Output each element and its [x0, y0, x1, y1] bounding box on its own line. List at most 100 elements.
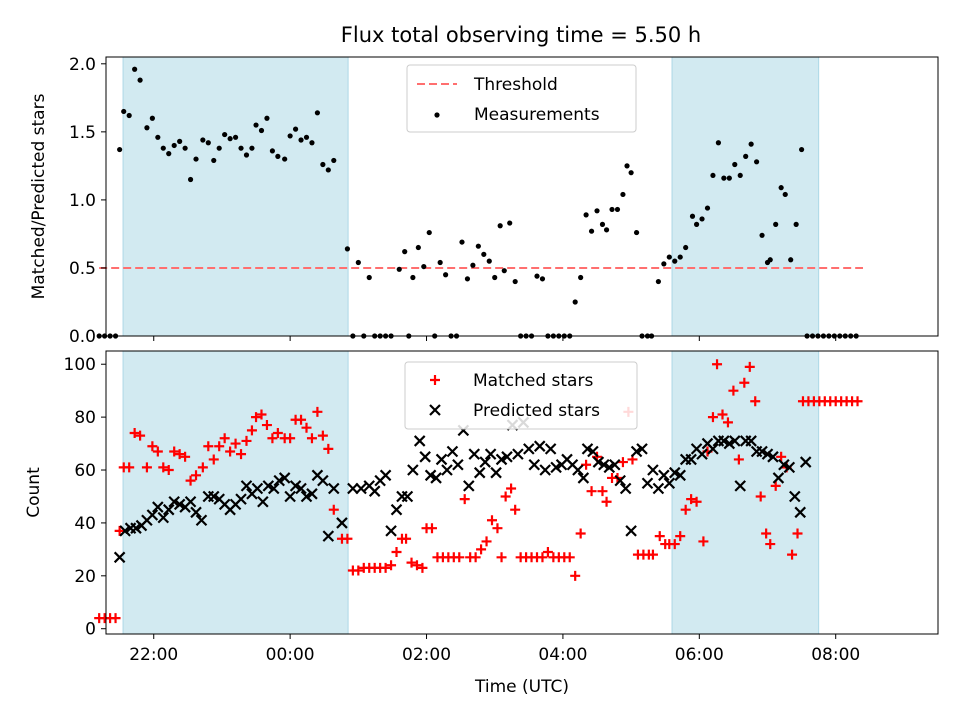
matched-point [776, 451, 787, 462]
y-tick-label: 20 [74, 567, 96, 587]
measurement-point [666, 254, 672, 260]
predicted-point [614, 474, 626, 487]
measurement-point [253, 122, 259, 128]
measurement-point [366, 274, 372, 281]
predicted-point [799, 456, 812, 468]
matched-point [272, 427, 283, 438]
measurement-point [292, 126, 299, 132]
measurement-point [578, 274, 584, 281]
matched-point [506, 483, 517, 494]
matched-point [417, 562, 428, 573]
predicted-point [468, 448, 481, 460]
measurement-point [144, 125, 150, 131]
measurement-point [155, 134, 161, 140]
measurement-point [459, 239, 465, 245]
predicted-point [663, 477, 676, 490]
matched-point [251, 412, 262, 423]
measurement-point [258, 127, 265, 134]
legend-label: Threshold [473, 75, 558, 95]
matched-point [481, 536, 492, 547]
measurement-point [269, 148, 275, 154]
measurement-point [415, 244, 421, 251]
matched-point [575, 528, 586, 539]
matched-point [141, 462, 152, 473]
matched-point [717, 409, 728, 420]
y-tick-label: 2.0 [69, 55, 96, 75]
measurement-point [628, 170, 634, 176]
matched-point [219, 433, 230, 444]
predicted-point [284, 490, 296, 503]
matched-point [401, 533, 412, 544]
matched-point [406, 557, 417, 568]
predicted-point [734, 480, 747, 492]
measurement-point [426, 229, 432, 236]
predicted-point [152, 501, 164, 513]
predicted-point [295, 482, 307, 495]
matched-point [707, 412, 718, 423]
measurement-point [583, 212, 589, 218]
predicted-point [113, 551, 126, 564]
matched-point [581, 459, 592, 470]
measurement-point [767, 257, 773, 263]
matched-point [208, 454, 219, 465]
measurement-point [715, 140, 722, 146]
predicted-point [452, 458, 464, 471]
matched-point [386, 560, 397, 571]
measurement-point [222, 131, 228, 138]
predicted-point [608, 458, 621, 471]
predicted-point [184, 495, 197, 508]
measurement-point [603, 227, 610, 233]
x-tick-label: 22:00 [129, 645, 178, 665]
matched-point [129, 427, 140, 438]
matched-point [225, 446, 236, 457]
matched-point [174, 449, 185, 460]
predicted-point [257, 495, 269, 508]
matched-point [770, 480, 781, 491]
matched-point [197, 462, 208, 473]
matched-point [761, 528, 772, 539]
measurement-point [402, 249, 408, 255]
measurement-point [759, 232, 765, 238]
matched-point [765, 539, 776, 550]
legend-label: Predicted stars [473, 401, 600, 421]
measurement-point [344, 246, 351, 252]
measurement-point [470, 262, 476, 268]
matched-point [135, 430, 146, 441]
matched-point [185, 475, 196, 486]
measurement-point [788, 257, 794, 263]
predicted-point [419, 451, 431, 463]
predicted-point [379, 469, 392, 482]
axes-frame [105, 350, 939, 635]
measurement-point [672, 258, 678, 264]
predicted-point [490, 466, 502, 479]
matched-point [306, 433, 317, 444]
measurement-point [683, 244, 689, 251]
matched-point [323, 443, 334, 454]
matched-point [792, 528, 803, 539]
matched-point [510, 504, 521, 515]
measurement-point [481, 251, 487, 257]
y-tick-label: 0.0 [69, 327, 96, 347]
measurement-point [497, 223, 503, 229]
measurement-point [782, 191, 788, 198]
predicted-point [473, 466, 486, 479]
matched-point [203, 441, 214, 452]
measurement-point [132, 66, 138, 72]
matched-point [114, 525, 125, 536]
measurement-point [588, 228, 595, 234]
measurement-point [778, 185, 784, 191]
measurement-point [620, 191, 626, 198]
matched-point [744, 361, 755, 372]
measurement-point [166, 151, 172, 157]
matched-point [722, 417, 733, 428]
measurement-point [249, 145, 255, 151]
measurement-point [799, 146, 805, 153]
matched-point [750, 396, 761, 407]
matched-point [301, 422, 312, 433]
measurement-point [614, 206, 621, 213]
x-tick-label: 06:00 [675, 645, 724, 665]
matched-point [686, 494, 697, 505]
predicted-point [240, 480, 253, 492]
matched-point [459, 494, 470, 505]
